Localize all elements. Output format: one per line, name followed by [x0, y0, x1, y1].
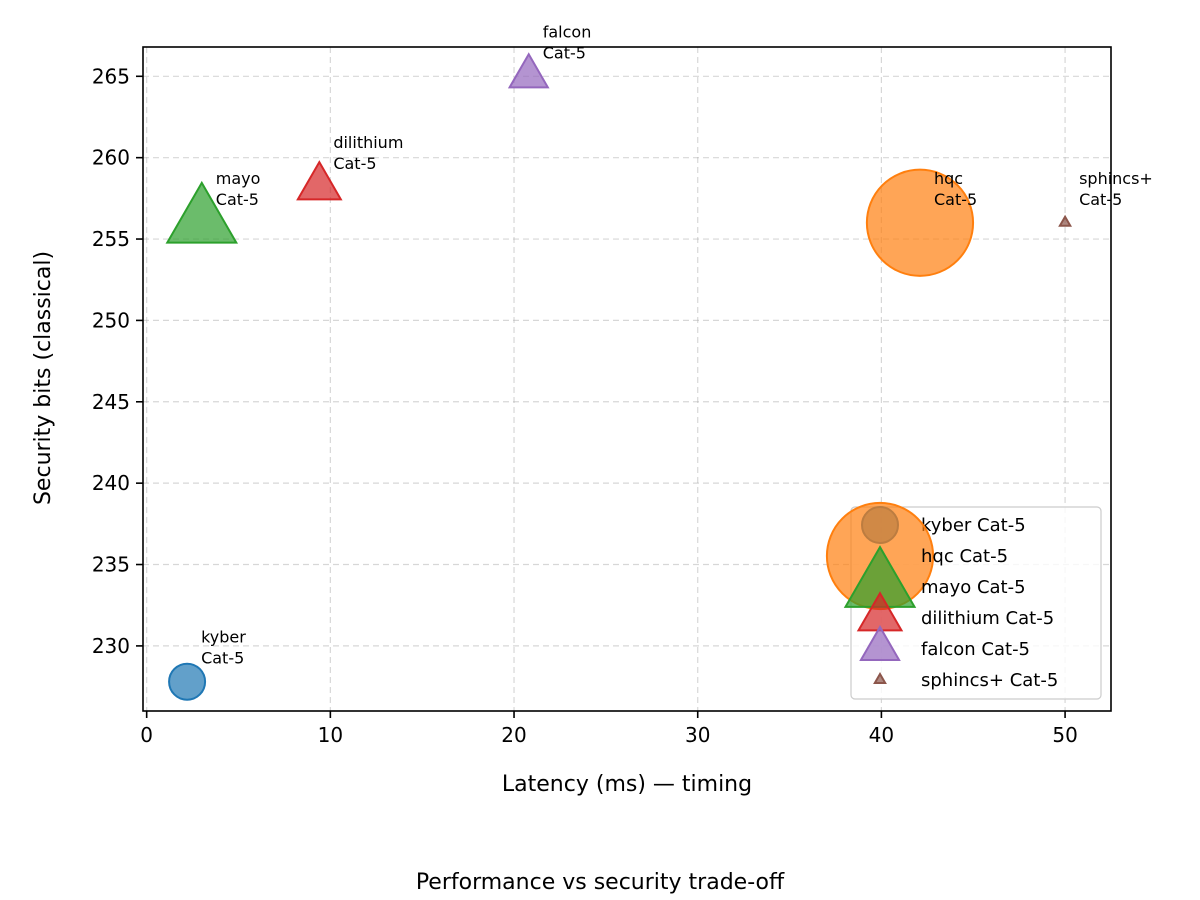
- chart-caption: Performance vs security trade-off: [416, 870, 785, 895]
- x-axis-label: Latency (ms) — timing: [502, 772, 752, 797]
- y-axis-ticks: 230 235 240 245 250 255 260 265: [92, 64, 143, 658]
- point-hqc: [865, 168, 975, 277]
- y-tick-label: 250: [92, 308, 130, 332]
- legend-label-mayo: mayo Cat-5: [921, 577, 1026, 598]
- point-category-dilithium: Cat-5: [333, 154, 376, 173]
- legend: kyber Cat-5 hqc Cat-5 mayo Cat-5 dilithium …: [825, 501, 1102, 700]
- point-kyber: [168, 662, 207, 701]
- point-label-falcon: falcon: [543, 22, 592, 41]
- point-category-sphincs-plus: Cat-5: [1079, 190, 1122, 209]
- y-tick-label: 230: [92, 634, 130, 658]
- point-category-mayo: Cat-5: [216, 190, 259, 209]
- data-points: [165, 52, 1073, 701]
- legend-label-hqc: hqc Cat-5: [921, 546, 1008, 567]
- y-tick-label: 265: [92, 64, 130, 88]
- y-tick-label: 240: [92, 471, 130, 495]
- point-dilithium: [296, 160, 343, 201]
- y-tick-label: 245: [92, 390, 130, 414]
- x-tick-label: 0: [140, 723, 153, 747]
- y-tick-label: 260: [92, 146, 130, 170]
- point-sphincs-plus: [1058, 214, 1073, 227]
- point-label-sphincs-plus: sphincs+: [1079, 169, 1153, 188]
- point-label-dilithium: dilithium: [333, 133, 403, 152]
- y-tick-label: 235: [92, 553, 130, 577]
- y-axis-label: Security bits (classical): [31, 251, 56, 505]
- legend-marker-falcon: [859, 624, 901, 662]
- y-tick-label: 255: [92, 227, 130, 251]
- point-mayo: [165, 180, 239, 244]
- point-category-hqc: Cat-5: [934, 190, 977, 209]
- point-category-kyber: Cat-5: [201, 649, 244, 668]
- legend-label-falcon: falcon Cat-5: [921, 639, 1030, 660]
- grid-lines: [143, 47, 1111, 711]
- x-tick-label: 40: [869, 723, 894, 747]
- point-label-hqc: hqc: [934, 169, 963, 188]
- x-axis-ticks: 0 10 20 30 40 50: [140, 711, 1078, 747]
- x-tick-label: 30: [685, 723, 710, 747]
- x-tick-label: 50: [1052, 723, 1077, 747]
- point-label-mayo: mayo: [216, 169, 261, 188]
- legend-label-kyber: kyber Cat-5: [921, 515, 1026, 536]
- point-label-kyber: kyber: [201, 628, 246, 647]
- legend-marker-sphincs-plus: [873, 672, 887, 684]
- point-category-falcon: Cat-5: [543, 43, 586, 62]
- data-point-labels: kyber Cat-5 hqc Cat-5 mayo Cat-5 dilithium Cat-…: [201, 22, 1153, 667]
- legend-label-sphincs-plus: sphincs+ Cat-5: [921, 670, 1058, 691]
- point-falcon: [507, 52, 550, 89]
- legend-label-dilithium: dilithium Cat-5: [921, 608, 1054, 629]
- plot-frame: [142, 46, 1112, 712]
- x-tick-label: 20: [501, 723, 526, 747]
- x-tick-label: 10: [318, 723, 343, 747]
